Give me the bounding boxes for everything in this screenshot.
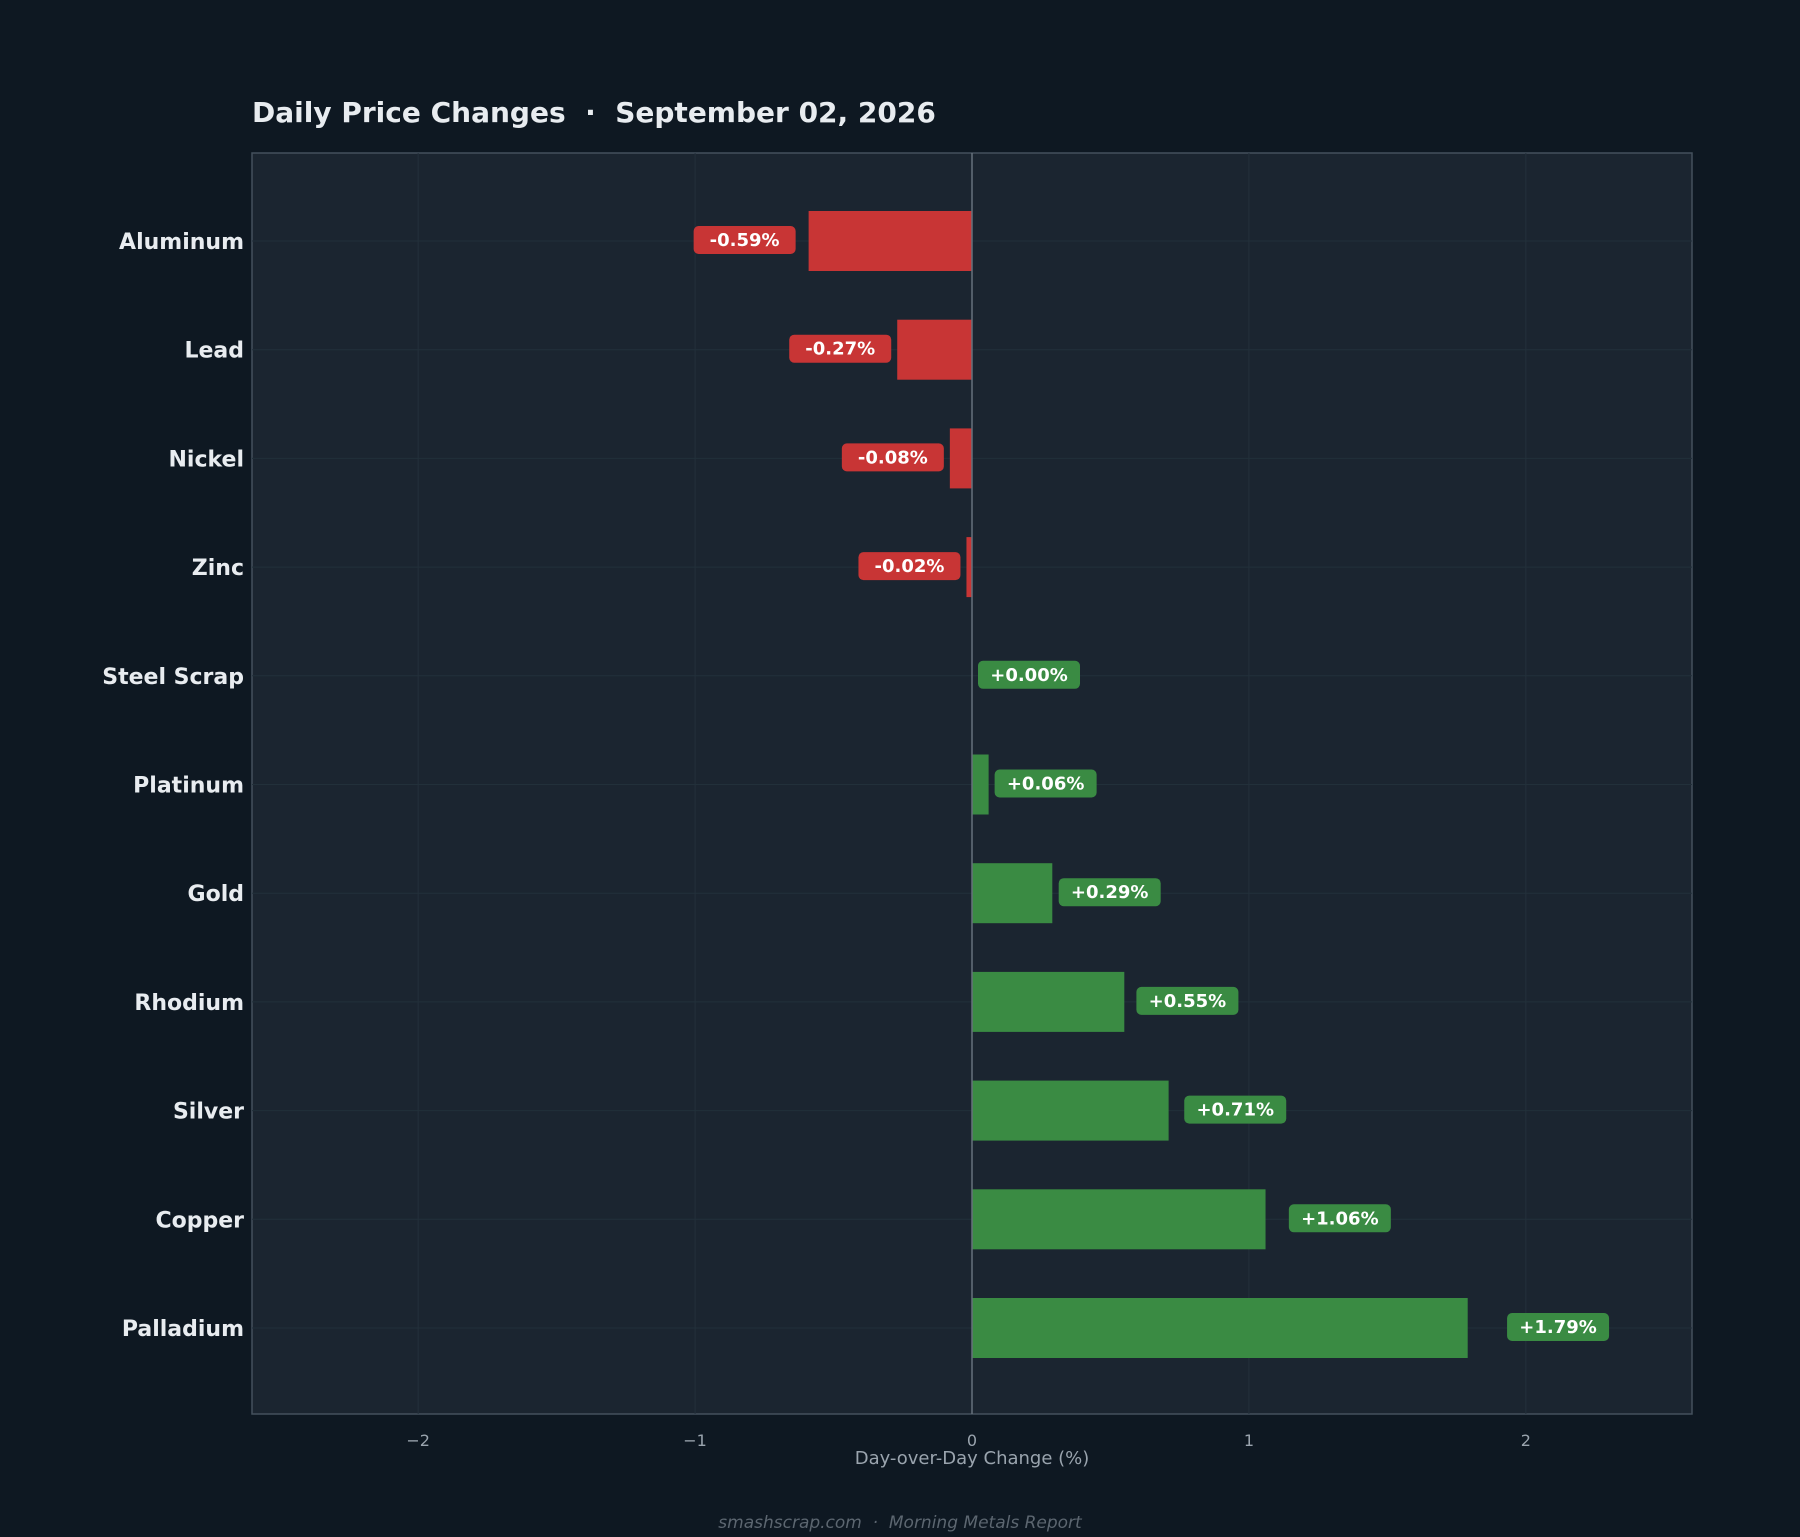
data-label: +0.71% [1184,1095,1287,1124]
data-label-text: +0.06% [1007,774,1085,795]
data-label: +1.06% [1288,1204,1391,1233]
category-label: Lead [184,339,244,364]
x-tick-label: −2 [406,1431,430,1450]
data-label-text: +0.29% [1071,882,1149,903]
category-label: Zinc [192,556,244,581]
bar-aluminum [808,211,972,271]
bar-gold [972,863,1053,924]
data-label: -0.59% [693,226,796,254]
data-label: +0.29% [1058,878,1161,907]
category-label: Steel Scrap [102,665,244,690]
data-label: +0.00% [978,660,1080,689]
data-label-badge [994,769,1097,798]
bar-copper [972,1189,1266,1250]
chart-title: Daily Price Changes · September 02, 2026 [252,96,936,129]
category-label: Aluminum [119,230,244,255]
x-tick-label: 0 [967,1431,977,1450]
data-label-badge [1507,1313,1610,1341]
footer-credit: smashscrap.com · Morning Metals Report [718,1513,1083,1533]
data-label: -0.02% [858,552,961,581]
bar-nickel [949,428,972,489]
category-label: Nickel [169,447,245,472]
x-tick-label: −1 [683,1431,707,1450]
data-label-badge [1288,1204,1391,1233]
data-label-text: -0.08% [858,447,928,468]
data-label-badge [1058,878,1161,907]
bar-lead [897,319,972,380]
category-label: Rhodium [134,991,244,1016]
category-labels: Aluminum Lead Nickel Zinc Steel Scrap Platinu… [102,230,244,1342]
data-label: +0.06% [994,769,1097,798]
data-label-badge [1184,1095,1287,1124]
data-label-badge [841,443,944,472]
data-label-text: +1.79% [1519,1317,1597,1338]
data-label: -0.27% [789,334,892,363]
data-label-text: -0.27% [805,339,875,360]
x-axis-ticks: −2 −1 0 1 2 [406,1431,1531,1450]
data-label-badge [978,660,1080,689]
bar-silver [972,1080,1169,1141]
category-label: Silver [173,1100,244,1125]
category-label: Gold [188,882,244,907]
data-label: +1.79% [1507,1313,1610,1341]
data-label-badge [1136,986,1239,1015]
category-label: Platinum [133,774,244,799]
x-tick-label: 2 [1521,1431,1531,1450]
data-label-text: +0.71% [1196,1100,1274,1121]
data-label-badge [789,334,892,363]
data-label-text: +0.55% [1149,991,1227,1012]
bars [808,211,1468,1358]
bar-zinc [966,537,972,598]
data-labels: -0.59% -0.27% -0.08% -0.02% +0.00% +0.06% +0.2… [693,226,1610,1341]
x-tick-label: 1 [1244,1431,1254,1450]
data-label-text: +0.00% [990,665,1068,686]
data-label-text: +1.06% [1301,1208,1379,1229]
data-label: -0.08% [841,443,944,472]
data-label-text: -0.02% [875,556,945,577]
category-label: Palladium [122,1317,244,1342]
data-label: +0.55% [1136,986,1239,1015]
data-label-text: -0.59% [710,230,780,251]
x-axis-label: Day-over-Day Change (%) [855,1448,1090,1469]
bar-palladium [972,1298,1468,1358]
bar-platinum [972,754,989,815]
data-label-badge [858,552,961,581]
data-label-badge [693,226,796,254]
bar-rhodium [972,971,1125,1032]
category-label: Copper [155,1208,244,1233]
